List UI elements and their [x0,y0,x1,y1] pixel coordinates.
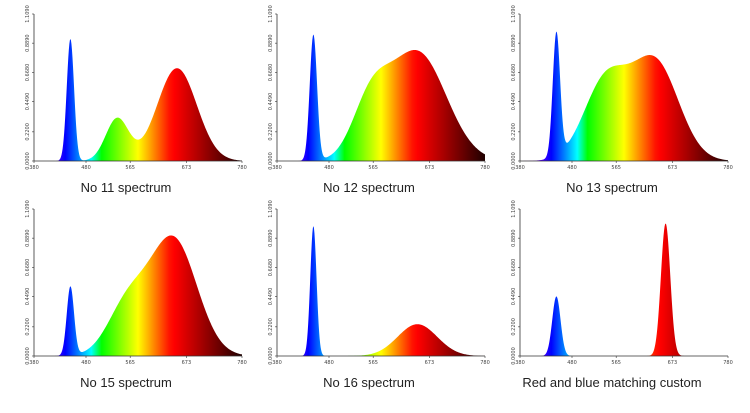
x-tick-label: 780 [723,165,733,171]
spectrum-panel: 0.0000 0.2200 0.4490 0.6680 0.8890 1.1090 380 4… [6,5,247,208]
y-tick-label: 0.0000 [511,347,517,365]
spectrum-panel: 0.0000 0.2200 0.4490 0.6680 0.8890 1.1090 380 4… [6,200,247,403]
spectrum-panel: 0.0000 0.2200 0.4490 0.6680 0.8890 1.1090 380 4… [492,5,733,208]
spectrum-area [34,235,242,356]
spectrum-chart: 0.0000 0.2200 0.4490 0.6680 0.8890 1.1090 380 4… [511,200,733,366]
x-tick-label: 673 [668,165,678,171]
y-tick-label: 0.0000 [268,347,274,365]
chart-caption: No 11 spectrum [80,180,172,195]
spectrum-chart: 0.0000 0.2200 0.4490 0.6680 0.8890 1.1090 380 4… [25,5,247,171]
spectrum-chart: 0.0000 0.2200 0.4490 0.6680 0.8890 1.1090 380 4… [268,5,490,171]
x-tick-label: 480 [567,360,577,366]
chart-caption: Red and blue matching custom [522,375,702,390]
x-tick-label: 380 [29,360,39,366]
spectrum-area [277,34,485,161]
chart-caption: No 16 spectrum [323,375,415,390]
spectrum-chart: 0.0000 0.2200 0.4490 0.6680 0.8890 1.1090 380 4… [25,200,247,366]
y-tick-label: 0.0000 [25,152,31,170]
y-tick-label: 0.6680 [25,64,31,82]
y-tick-label: 0.2200 [25,318,31,336]
y-tick-label: 0.6680 [25,259,31,277]
spectrum-panel: 0.0000 0.2200 0.4490 0.6680 0.8890 1.1090 380 4… [492,200,733,403]
chart-caption: No 15 spectrum [80,375,172,390]
y-tick-label: 1.1090 [511,5,517,23]
x-tick-label: 780 [237,360,247,366]
y-tick-label: 0.4490 [511,288,517,306]
x-tick-label: 565 [368,165,378,171]
y-tick-label: 0.8890 [25,229,31,247]
x-tick-label: 480 [81,165,91,171]
y-tick-label: 1.1090 [511,200,517,218]
y-tick-label: 0.2200 [268,318,274,336]
chart-caption: No 13 spectrum [566,180,658,195]
spectrum-chart: 0.0000 0.2200 0.4490 0.6680 0.8890 1.1090 380 4… [268,200,490,366]
y-tick-label: 0.4490 [268,288,274,306]
x-tick-label: 380 [29,165,39,171]
x-tick-label: 780 [480,165,490,171]
x-tick-label: 565 [125,165,135,171]
y-tick-label: 0.2200 [511,123,517,141]
spectrum-chart: 0.0000 0.2200 0.4490 0.6680 0.8890 1.1090 380 4… [511,5,733,171]
x-tick-label: 565 [611,360,621,366]
chart-caption: No 12 spectrum [323,180,415,195]
x-tick-label: 673 [182,360,192,366]
x-tick-label: 673 [425,165,435,171]
y-tick-label: 0.0000 [268,152,274,170]
spectrum-area [520,31,728,161]
x-tick-label: 380 [515,360,525,366]
y-tick-label: 1.1090 [268,5,274,23]
y-tick-label: 0.6680 [511,64,517,82]
x-tick-label: 480 [81,360,91,366]
y-tick-label: 1.1090 [268,200,274,218]
x-tick-label: 673 [425,360,435,366]
y-tick-label: 0.8890 [511,34,517,52]
x-tick-label: 380 [515,165,525,171]
spectrum-area [520,223,728,356]
spectrum-area [34,39,242,161]
x-tick-label: 380 [272,165,282,171]
y-tick-label: 0.0000 [511,152,517,170]
y-tick-label: 0.8890 [25,34,31,52]
y-tick-label: 0.2200 [268,123,274,141]
y-tick-label: 0.2200 [511,318,517,336]
x-tick-label: 565 [611,165,621,171]
x-tick-label: 780 [237,165,247,171]
y-tick-label: 0.2200 [25,123,31,141]
x-tick-label: 780 [480,360,490,366]
x-tick-label: 673 [668,360,678,366]
x-tick-label: 480 [567,165,577,171]
y-tick-label: 0.6680 [268,64,274,82]
y-tick-label: 0.8890 [268,34,274,52]
x-tick-label: 480 [324,360,334,366]
x-tick-label: 780 [723,360,733,366]
x-tick-label: 380 [272,360,282,366]
spectrum-panel: 0.0000 0.2200 0.4490 0.6680 0.8890 1.1090 380 4… [249,5,490,208]
y-tick-label: 0.4490 [268,93,274,111]
spectrum-panel: 0.0000 0.2200 0.4490 0.6680 0.8890 1.1090 380 4… [249,200,490,403]
x-tick-label: 673 [182,165,192,171]
y-tick-label: 0.8890 [268,229,274,247]
y-tick-label: 0.4490 [511,93,517,111]
y-tick-label: 0.6680 [511,259,517,277]
y-tick-label: 0.4490 [25,288,31,306]
y-tick-label: 0.0000 [25,347,31,365]
y-tick-label: 1.1090 [25,200,31,218]
x-tick-label: 565 [368,360,378,366]
y-tick-label: 0.8890 [511,229,517,247]
y-tick-label: 0.6680 [268,259,274,277]
y-tick-label: 0.4490 [25,93,31,111]
spectrum-area [277,226,485,356]
x-tick-label: 565 [125,360,135,366]
y-tick-label: 1.1090 [25,5,31,23]
x-tick-label: 480 [324,165,334,171]
